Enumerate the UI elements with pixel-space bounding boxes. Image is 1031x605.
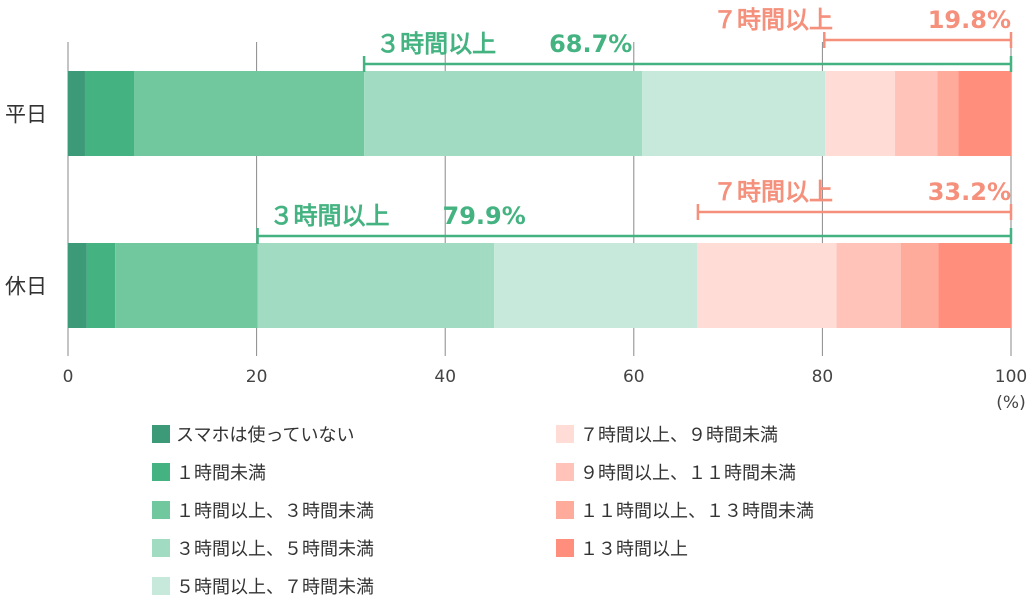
- category-label: 平日: [5, 103, 47, 127]
- legend-entry: ７時間以上、９時間未満: [580, 425, 778, 446]
- legend-entry: ９時間以上、１１時間未満: [580, 463, 796, 484]
- bar-segment: [84, 71, 135, 156]
- bracket-label: ７時間以上: [713, 178, 833, 206]
- legend-swatch: [152, 463, 170, 481]
- legend-entry: １時間未満: [176, 463, 266, 484]
- legend-swatch: [556, 463, 574, 481]
- bar-segment: [938, 243, 1011, 328]
- legend-swatch: [556, 425, 574, 443]
- legend-entry: ３時間以上、５時間未満: [176, 539, 374, 560]
- bar-segment: [937, 71, 959, 156]
- bar-segment: [257, 243, 495, 328]
- bar-segment: [958, 71, 1011, 156]
- x-tick-label: 20: [246, 367, 268, 387]
- legend-entry: １３時間以上: [580, 539, 688, 560]
- x-tick-label: 60: [623, 367, 645, 387]
- legend-entry: １１時間以上、１３時間未満: [580, 501, 814, 522]
- bracket-value: 33.2%: [928, 178, 1011, 206]
- legend-entry: スマホは使っていない: [176, 425, 355, 446]
- bracket-value: 79.9%: [443, 202, 526, 230]
- bar-segment: [895, 71, 938, 156]
- bar-segment: [494, 243, 697, 328]
- bar-segment: [825, 71, 896, 156]
- legend-swatch: [152, 501, 170, 519]
- x-tick-label: 100: [995, 367, 1027, 387]
- x-tick-label: 80: [812, 367, 834, 387]
- category-label: 休日: [5, 275, 47, 299]
- bracket-label: ７時間以上: [713, 6, 833, 34]
- bracket-label: ３時間以上: [270, 202, 390, 230]
- legend-swatch: [152, 425, 170, 443]
- legend-swatch: [152, 577, 170, 595]
- x-tick-label: 40: [434, 367, 456, 387]
- bracket-label: ３時間以上: [376, 30, 496, 58]
- bar-segment: [364, 71, 643, 156]
- bar-segment: [115, 243, 258, 328]
- bar-segment: [900, 243, 939, 328]
- legend-entry: １時間以上、３時間未満: [176, 501, 374, 522]
- legend-swatch: [152, 539, 170, 557]
- bar-segment: [696, 243, 837, 328]
- bar-segment: [68, 71, 85, 156]
- bar-segment: [134, 71, 365, 156]
- bar-segment: [642, 71, 826, 156]
- legend-swatch: [556, 501, 574, 519]
- unit-label: (%): [996, 393, 1025, 413]
- x-tick-label: 0: [63, 367, 74, 387]
- bar-segment: [86, 243, 116, 328]
- legend-entry: ５時間以上、７時間未満: [176, 577, 374, 598]
- bar-segment: [836, 243, 901, 328]
- bar-segment: [68, 243, 87, 328]
- bracket-value: 19.8%: [928, 6, 1011, 34]
- legend-swatch: [556, 539, 574, 557]
- bracket-value: 68.7%: [549, 30, 632, 58]
